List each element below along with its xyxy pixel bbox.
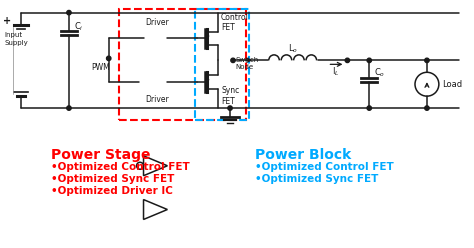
- Circle shape: [107, 56, 111, 61]
- Circle shape: [67, 10, 71, 15]
- Text: Power Stage: Power Stage: [51, 148, 151, 162]
- Text: C$_o$: C$_o$: [374, 66, 385, 79]
- Circle shape: [425, 106, 429, 110]
- Text: Power Block: Power Block: [255, 148, 351, 162]
- Text: Control
FET: Control FET: [221, 13, 249, 32]
- Text: Driver: Driver: [146, 18, 169, 27]
- Text: C$_i$: C$_i$: [74, 20, 83, 33]
- Text: •Optimized Sync FET: •Optimized Sync FET: [255, 174, 378, 184]
- Text: L$_o$: L$_o$: [288, 42, 298, 55]
- Text: Switch
Node: Switch Node: [235, 57, 258, 70]
- Text: I$_L$: I$_L$: [332, 65, 339, 78]
- Text: +: +: [3, 16, 11, 26]
- Text: Load: Load: [442, 80, 462, 89]
- Circle shape: [67, 106, 71, 110]
- Circle shape: [425, 58, 429, 62]
- Text: •Optimized Control FET: •Optimized Control FET: [255, 162, 393, 172]
- Bar: [195, 9, 249, 120]
- Text: •Optimized Control FET: •Optimized Control FET: [51, 162, 190, 172]
- Circle shape: [367, 106, 372, 110]
- Circle shape: [367, 58, 372, 62]
- Text: •Optimized Sync FET: •Optimized Sync FET: [51, 174, 174, 184]
- Circle shape: [231, 58, 235, 62]
- Text: Driver: Driver: [146, 95, 169, 104]
- Circle shape: [228, 106, 232, 110]
- Text: •Optimized Driver IC: •Optimized Driver IC: [51, 186, 173, 196]
- Circle shape: [345, 58, 349, 62]
- Text: Input
Supply: Input Supply: [4, 32, 28, 46]
- Text: Sync
FET: Sync FET: [221, 87, 239, 106]
- Text: PWM: PWM: [91, 63, 109, 72]
- Bar: [118, 9, 246, 120]
